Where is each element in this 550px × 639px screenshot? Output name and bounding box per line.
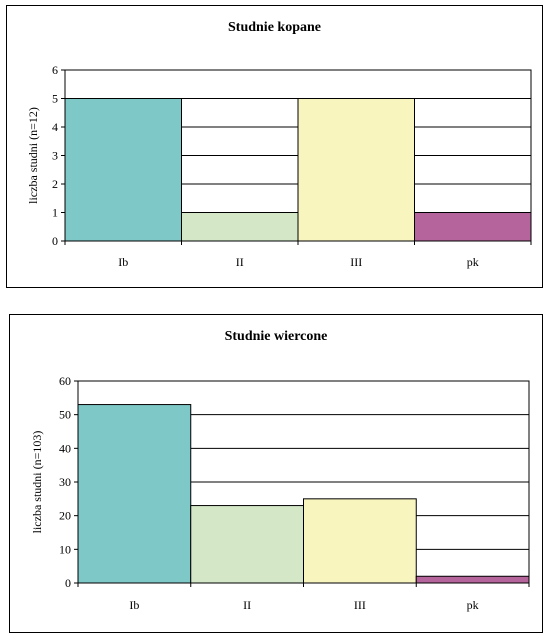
bar-Ib [64, 98, 182, 242]
y-tick-label: 30 [59, 475, 71, 489]
y-tick-label: 20 [59, 509, 71, 523]
plot-frame [77, 380, 530, 584]
bar-pk [414, 212, 532, 242]
y-tick-label: 10 [59, 542, 71, 556]
x-tick-label: II [243, 598, 251, 612]
bar-III [303, 498, 417, 584]
y-tick-label: 6 [52, 63, 58, 77]
x-tick-label: Ib [118, 255, 128, 269]
y-tick-label: 60 [59, 374, 71, 388]
y-tick-label: 0 [65, 576, 71, 590]
bar-III [297, 98, 415, 242]
x-tick-label: pk [467, 598, 479, 612]
chart-title: Studnie wiercone [224, 329, 328, 344]
y-tick-label: 50 [59, 408, 71, 422]
y-tick-label: 1 [52, 206, 58, 220]
plot-frame [64, 69, 532, 242]
chart-studnie-wiercone: Studnie wiercone 0 10 20 30 40 50 60 Ib II III pk l… [9, 314, 543, 633]
y-axis-label: liczba studni (n=12) [26, 107, 40, 204]
bar-II [181, 212, 299, 242]
x-tick-label: III [354, 598, 366, 612]
y-tick-label: 5 [52, 92, 58, 106]
bar-pk [415, 575, 530, 584]
chart-studnie-kopane: Studnie kopane 0 1 2 3 4 5 6 Ib II III pk liczba st… [6, 5, 543, 288]
bar-Ib [77, 404, 192, 584]
x-tick-label: II [236, 255, 244, 269]
y-axis-label: liczba studni (n=103) [30, 431, 44, 534]
y-tick-label: 2 [52, 177, 58, 191]
x-tick-label: Ib [129, 598, 139, 612]
y-tick-label: 3 [52, 149, 58, 163]
x-tick-label: pk [467, 255, 479, 269]
y-tick-label: 0 [52, 234, 58, 248]
chart-title: Studnie kopane [228, 20, 321, 35]
bar-II [190, 505, 304, 584]
y-tick-label: 40 [59, 441, 71, 455]
x-tick-label: III [350, 255, 362, 269]
y-tick-label: 4 [52, 120, 58, 134]
